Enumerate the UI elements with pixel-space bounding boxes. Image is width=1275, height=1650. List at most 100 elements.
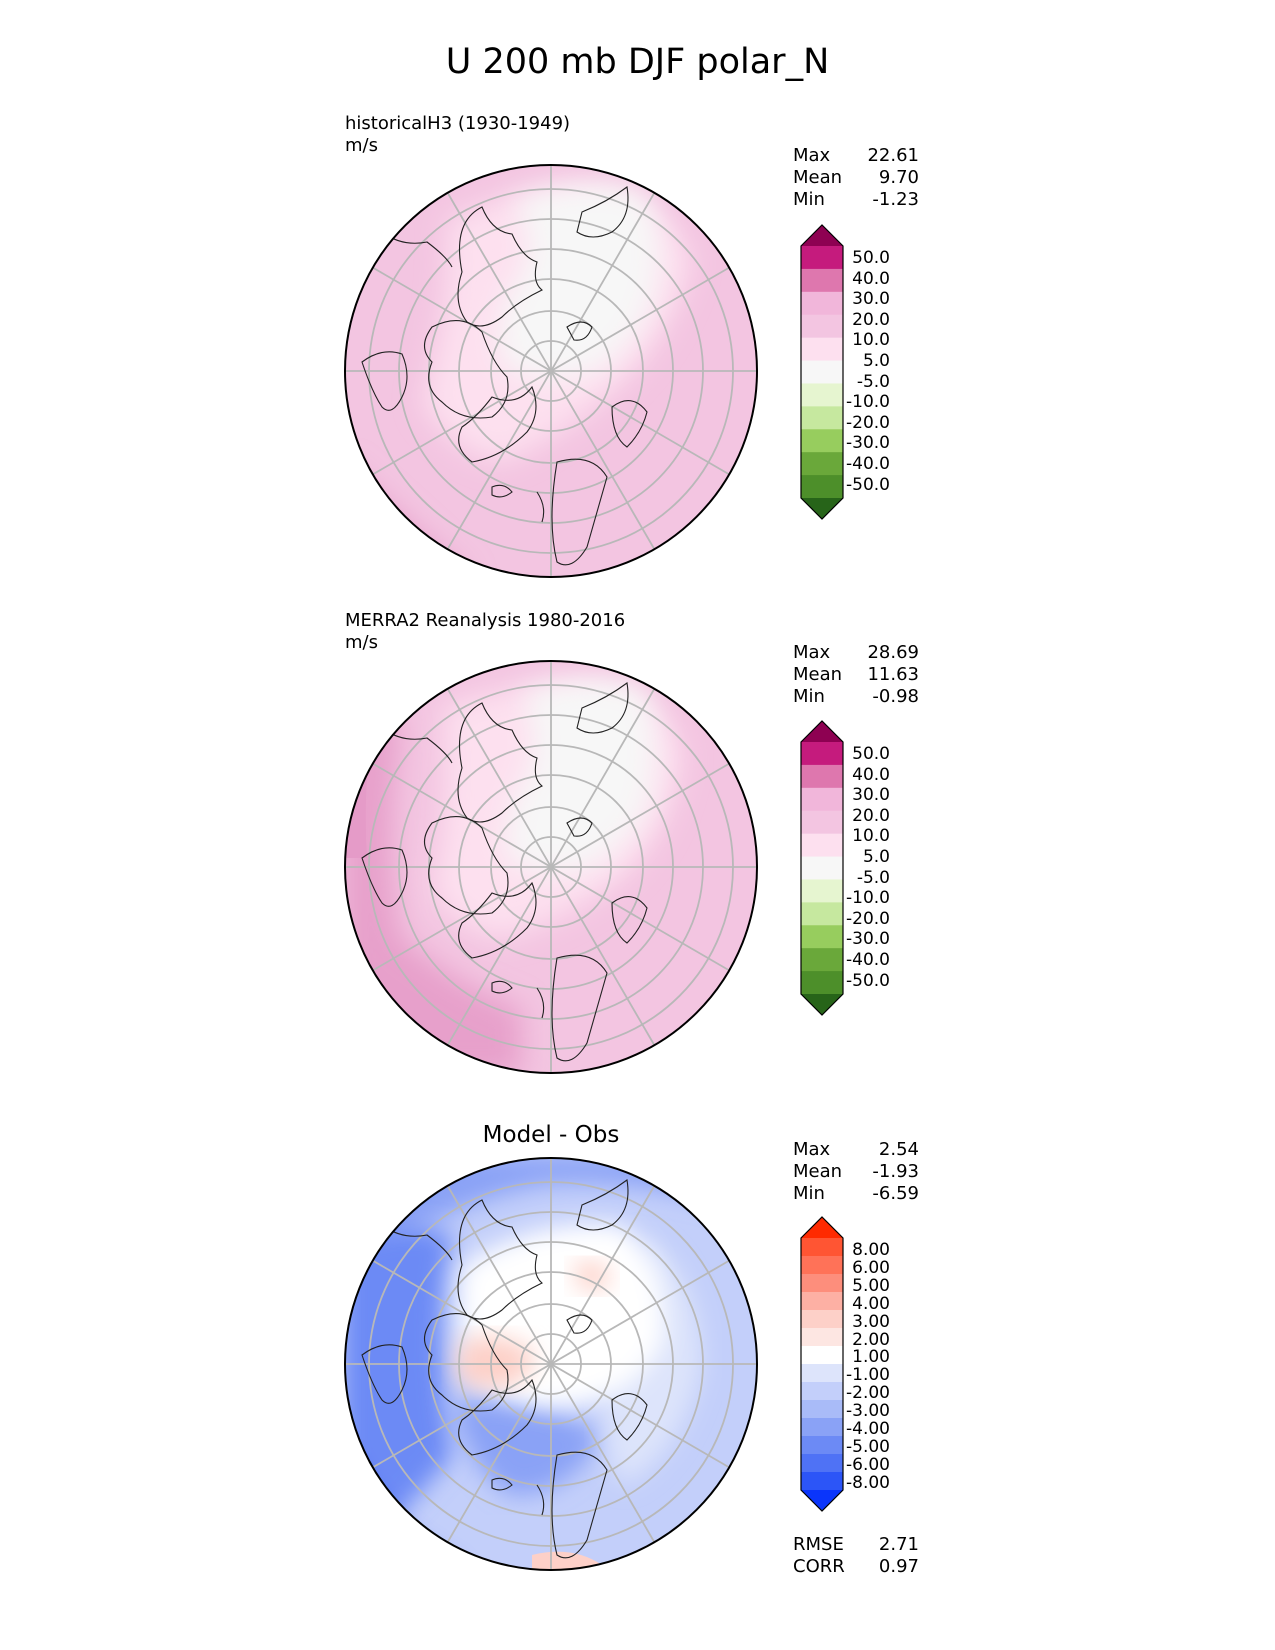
panel2-min-value: -0.98 (872, 686, 919, 707)
panel3-tick: -1.00 (846, 1365, 890, 1386)
colorbar-extend-max (801, 225, 843, 246)
colorbar-segment (801, 1346, 843, 1365)
panel3-tick: -8.00 (846, 1472, 890, 1493)
colorbar-segment (801, 902, 843, 926)
panel2-tick: -10.0 (846, 888, 890, 909)
panel1-mean-value: 9.70 (878, 167, 919, 188)
panel1-map-boundary (344, 164, 758, 578)
panel2-tick: 30.0 (852, 785, 890, 806)
panel1-tick: -40.0 (846, 454, 890, 474)
rmse-value: 2.71 (878, 1534, 919, 1555)
colorbar-segment (801, 833, 843, 858)
figure-title: U 200 mb DJF polar_N (445, 42, 830, 82)
panel2-coastlines (361, 682, 648, 1062)
panel1-min-label: Min (793, 189, 825, 210)
panel3-tick: 4.00 (852, 1293, 890, 1314)
panel3-min-value: -6.59 (872, 1183, 919, 1204)
panel2-max-value: 28.69 (867, 642, 919, 663)
panel3-mean-value: -1.93 (872, 1161, 919, 1182)
colorbar-segment (801, 475, 843, 499)
panel2-map (344, 660, 758, 1074)
colorbar-segment (801, 1382, 843, 1401)
panel1-dataset-label: historicalH3 (1930-1949) (345, 113, 571, 134)
panel2-mean-value: 11.63 (867, 664, 919, 685)
colorbar-segment (801, 879, 843, 903)
panel3-mean-label: Mean (793, 1161, 843, 1182)
colorbar-segment (801, 1364, 843, 1383)
panel1-tick: -50.0 (846, 474, 890, 495)
panel1-tick: -10.0 (846, 392, 890, 413)
colorbar-extend-min (801, 498, 843, 519)
panel2-tick: -30.0 (846, 929, 890, 950)
panel3-tick: -4.00 (846, 1419, 890, 1439)
panel1-mean-label: Mean (793, 167, 843, 188)
colorbar-segment (801, 1292, 843, 1311)
colorbar-segment (801, 971, 843, 995)
colorbar-segment (801, 948, 843, 972)
colorbar-segment (801, 452, 843, 476)
colorbar-segment (801, 337, 843, 362)
panel3-max-label: Max (793, 1139, 831, 1160)
panel3-title: Model - Obs (482, 1122, 620, 1148)
corr-label: CORR (793, 1556, 845, 1577)
panel1-colorbar (800, 224, 844, 520)
colorbar-outline (800, 1216, 844, 1512)
panel2-max-label: Max (793, 642, 831, 663)
colorbar-outline (800, 720, 844, 1016)
panel3-tick: -2.00 (846, 1383, 890, 1404)
colorbar-segment (801, 268, 843, 293)
panel3-tick: 5.00 (852, 1275, 890, 1296)
colorbar-segment (801, 314, 843, 339)
panel2-tick: -5.0 (856, 867, 890, 888)
corr-value: 0.97 (878, 1556, 919, 1577)
panel2-graticule (345, 661, 757, 1073)
panel1-coastlines (361, 186, 648, 566)
colorbar-segment (801, 383, 843, 407)
colorbar-extend-max (801, 1217, 843, 1238)
panel3-tick: 8.00 (852, 1240, 890, 1260)
panel2-tick: 40.0 (852, 764, 890, 785)
panel3-tick: 6.00 (852, 1257, 890, 1278)
colorbar-extend-min (801, 994, 843, 1015)
colorbar-extend-max (801, 721, 843, 742)
colorbar-segment (801, 246, 843, 270)
panel1-tick: 10.0 (852, 330, 890, 351)
rmse-label: RMSE (793, 1534, 844, 1555)
panel3-tick: 3.00 (852, 1311, 890, 1332)
colorbar-segment (801, 1274, 843, 1293)
panel3-stats: Max 2.54 Mean -1.93 Min -6.59 (793, 1139, 919, 1205)
panel2-units-label: m/s (345, 632, 378, 653)
colorbar-segment (801, 1328, 843, 1347)
colorbar-segment (801, 1472, 843, 1491)
colorbar-segment (801, 291, 843, 316)
panel1-tick: -5.0 (856, 371, 890, 392)
panel2-min-label: Min (793, 686, 825, 707)
colorbar-segment (801, 1454, 843, 1473)
colorbar-outline (800, 224, 844, 520)
panel3-max-value: 2.54 (878, 1139, 919, 1160)
panel3-coastlines (361, 1179, 648, 1559)
panel2-colorbar-ticks: 50.0 40.0 30.0 20.0 10.0 5.0 -5.0 -10.0 … (835, 744, 890, 991)
panel2-tick: 10.0 (852, 826, 890, 847)
colorbar-segment (801, 1310, 843, 1329)
panel1-map (344, 164, 758, 578)
panel1-tick: -20.0 (846, 412, 890, 433)
panel2-map-boundary (344, 660, 758, 1074)
colorbar-segment (801, 742, 843, 766)
panel2-tick: 20.0 (852, 805, 890, 826)
panel3-footer-stats: RMSE 2.71 CORR 0.97 (793, 1534, 919, 1578)
panel1-tick: -30.0 (846, 433, 890, 454)
panel1-graticule (345, 165, 757, 577)
panel1-colorbar-ticks: 50.0 40.0 30.0 20.0 10.0 5.0 -5.0 -10.0 … (835, 248, 890, 495)
colorbar-segment (801, 429, 843, 453)
colorbar-segment (801, 1238, 843, 1257)
panel3-colorbar (800, 1216, 844, 1512)
panel2-tick: 50.0 (852, 744, 890, 764)
colorbar-segment (801, 764, 843, 789)
panel2-stats: Max 28.69 Mean 11.63 Min -0.98 (793, 642, 919, 708)
panel2-colorbar (800, 720, 844, 1016)
panel1-max-label: Max (793, 145, 831, 166)
colorbar-extend-min (801, 1490, 843, 1511)
panel3-colorbar-ticks: 8.00 6.00 5.00 4.00 3.00 2.00 1.00 -1.00… (835, 1240, 890, 1493)
